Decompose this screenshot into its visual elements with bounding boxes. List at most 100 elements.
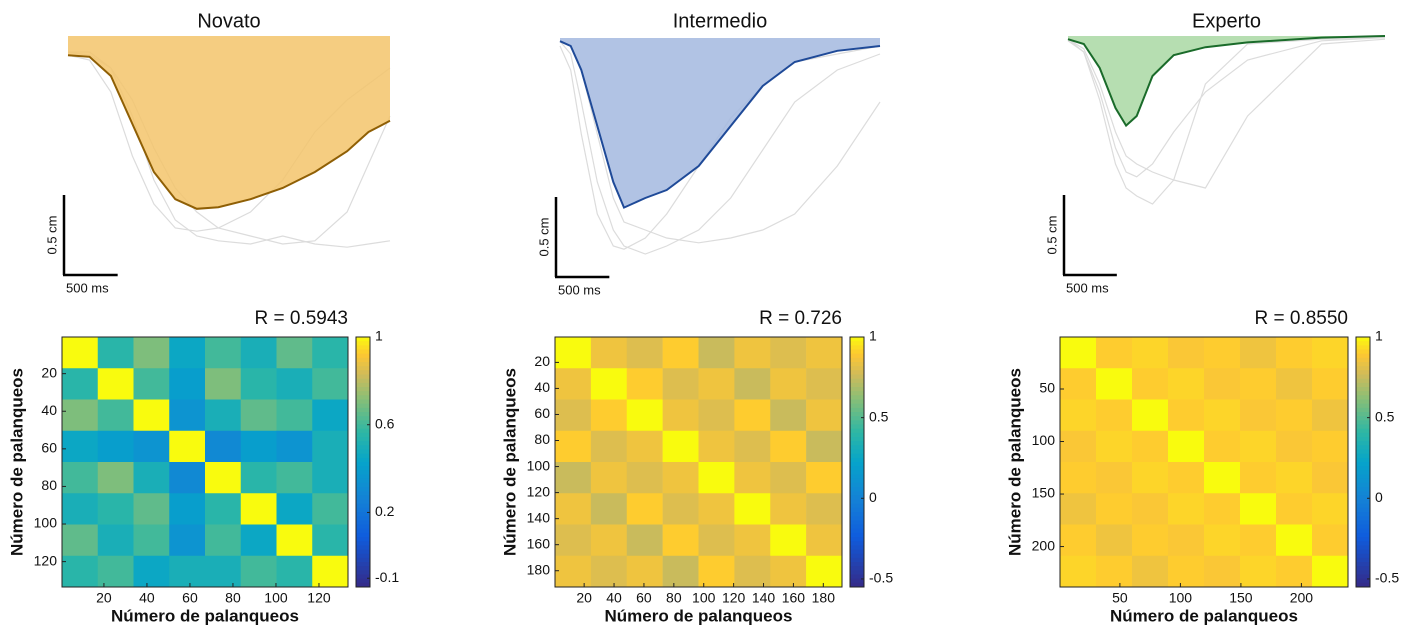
colorbar-slice — [1356, 345, 1370, 350]
colorbar-slice — [1356, 449, 1370, 455]
heatmap-cell — [1276, 493, 1313, 525]
colorbar-slice — [850, 374, 864, 380]
x-tick-label: 80 — [666, 590, 682, 606]
heatmap-cell — [1132, 524, 1169, 557]
heatmap-cell — [312, 524, 349, 557]
heatmap-cell — [1096, 430, 1133, 463]
heatmap-cell — [734, 524, 771, 557]
y-tick-label: 200 — [1032, 537, 1056, 553]
heatmap-cell — [312, 493, 349, 525]
colorbar-slice — [1356, 562, 1370, 567]
x-tick-label: 200 — [1290, 590, 1314, 606]
colorbar-slice — [1356, 453, 1370, 459]
y-tick-label: 40 — [41, 402, 57, 418]
colorbar-slice — [1356, 466, 1370, 471]
heatmap-cell — [1240, 462, 1277, 494]
y-tick-label: 180 — [527, 561, 551, 577]
colorbar-slice — [1356, 353, 1370, 359]
colorbar-slice — [850, 428, 864, 434]
colorbar-slice — [850, 574, 864, 580]
colorbar-slice — [1356, 341, 1370, 346]
y-tick-label: 20 — [41, 364, 57, 380]
colorbar-slice — [1356, 491, 1370, 496]
colorbar-slice — [356, 507, 370, 513]
colorbar-slice — [850, 403, 864, 409]
colorbar-slice — [850, 499, 864, 505]
colorbar-slice — [1356, 574, 1370, 580]
heatmap-cell — [698, 493, 735, 525]
heatmap-cell — [626, 462, 663, 494]
heatmap-cell — [240, 368, 277, 400]
heatmap-cell — [1312, 399, 1349, 432]
heatmap-cell — [770, 493, 807, 525]
colorbar-slice — [850, 487, 864, 492]
colorbar-slice — [850, 516, 864, 521]
heatmap-cell — [1168, 368, 1205, 400]
colorbar-slice — [356, 582, 370, 588]
colorbar-slice — [356, 503, 370, 509]
colorbar-slice — [1356, 382, 1370, 388]
heatmap-cell — [770, 524, 807, 557]
colorbar-slice — [850, 357, 864, 363]
colorbar-slice — [356, 457, 370, 463]
heatmap-cell — [1060, 555, 1097, 588]
colorbar-slice — [1356, 366, 1370, 371]
colorbar-slice — [850, 557, 864, 563]
heatmap-cell — [734, 337, 771, 369]
heatmap-cell — [97, 337, 134, 369]
colorbar-slice — [356, 370, 370, 375]
heatmap-cell — [662, 524, 699, 557]
heatmap-cell — [1132, 493, 1169, 525]
colorbar-slice — [1356, 524, 1370, 530]
heatmap-cell — [205, 368, 242, 400]
colorbar-slice — [356, 520, 370, 525]
x-tick-label: 40 — [139, 590, 155, 606]
colorbar-slice — [850, 478, 864, 484]
colorbar-slice — [850, 370, 864, 375]
scale-label-x: 500 ms — [66, 280, 109, 295]
heatmap-cell — [240, 555, 277, 588]
colorbar-slice — [1356, 407, 1370, 413]
colorbar-slice — [356, 378, 370, 384]
colorbar-slice — [850, 387, 864, 392]
heatmap-cell — [205, 524, 242, 557]
heatmap-cell — [276, 399, 313, 432]
heatmap-cell — [1204, 462, 1241, 494]
y-axis-label: Número de palanqueos — [1005, 368, 1024, 556]
trace-line — [1067, 37, 1386, 178]
heatmap-cell — [276, 493, 313, 525]
heatmap-cell — [169, 493, 206, 525]
heatmap-cell — [590, 430, 628, 463]
colorbar-slice — [1356, 487, 1370, 492]
heatmap-cell — [133, 493, 170, 525]
heatmap-cell — [590, 462, 628, 494]
colorbar-slice — [356, 437, 370, 442]
heatmap-cell — [1312, 555, 1349, 588]
heatmap-cell — [240, 524, 277, 557]
colorbar-slice — [1356, 507, 1370, 513]
colorbar-slice — [850, 424, 864, 430]
heatmap-cell — [1168, 430, 1205, 463]
colorbar-slice — [1356, 537, 1370, 542]
heatmap-cell — [626, 399, 663, 432]
heatmap-cell — [1204, 524, 1241, 557]
heatmap-cell — [1096, 399, 1133, 432]
colorbar-slice — [850, 399, 864, 405]
colorbar-slice — [850, 537, 864, 542]
heatmap-cell — [555, 368, 592, 400]
heatmap-cell — [1312, 337, 1349, 369]
heatmap-cell — [806, 399, 843, 432]
heatmap-cell — [1060, 399, 1097, 432]
heatmap-cell — [1060, 430, 1097, 463]
colorbar-slice — [1356, 557, 1370, 563]
heatmap-cell — [1168, 399, 1205, 432]
heatmap-cell — [62, 337, 99, 369]
heatmap-cell — [555, 430, 592, 463]
colorbar-slice — [850, 562, 864, 567]
colorbar-slice — [1356, 549, 1370, 555]
colorbar-slice — [1356, 470, 1370, 475]
colorbar-slice — [1356, 578, 1370, 584]
scale-label-y: 0.5 cm — [44, 215, 59, 254]
heatmap-cell — [1096, 462, 1133, 494]
